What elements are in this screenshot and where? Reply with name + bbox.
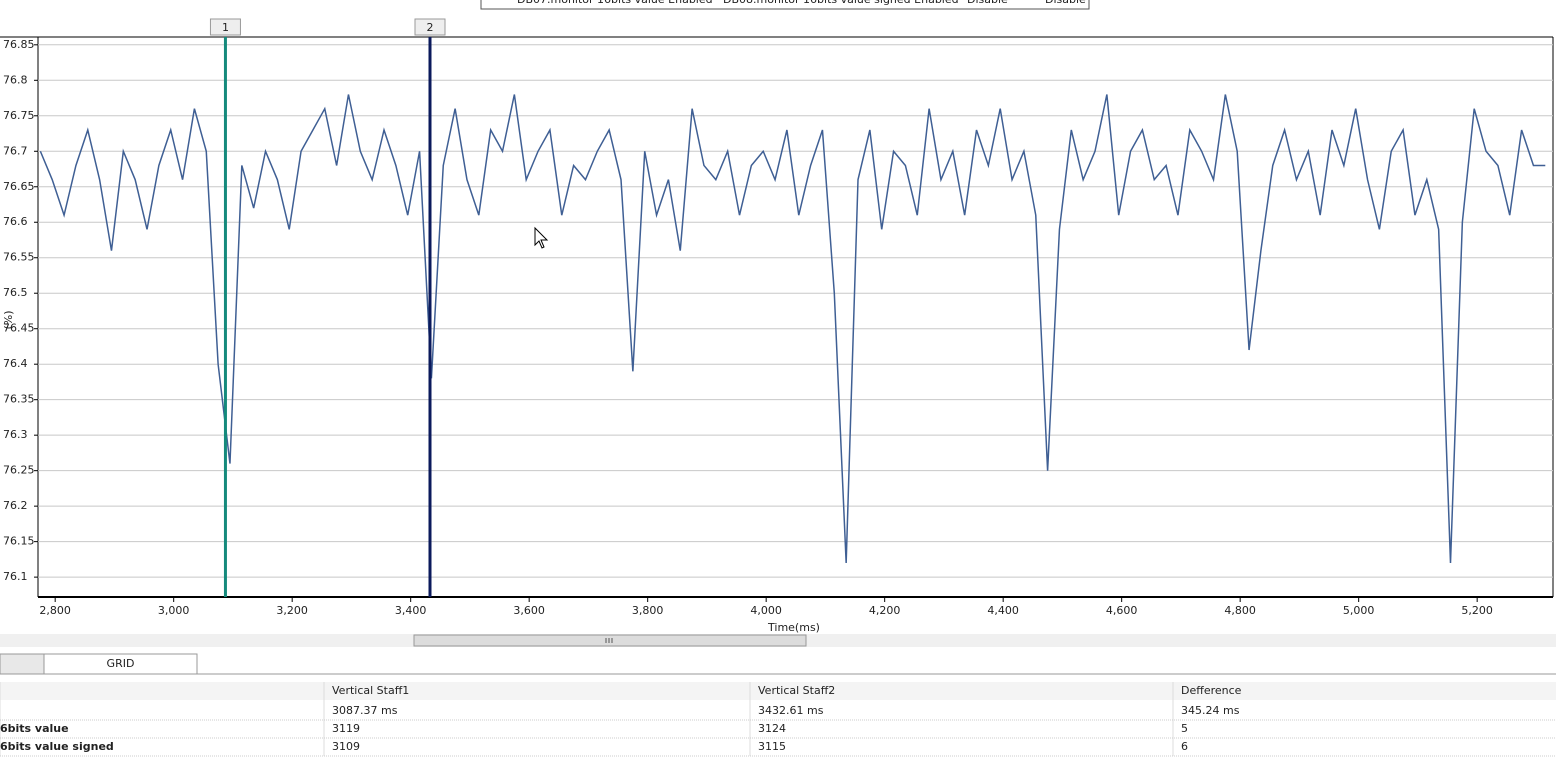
table-cell: 5 — [1181, 722, 1188, 735]
table-cell: 6bits value — [0, 722, 69, 735]
content: DB07.monitor 16bits value Enabled DB08.mo… — [0, 0, 1556, 757]
legend-box — [480, 0, 1090, 10]
y-tick-label: 76.65 — [3, 180, 35, 193]
y-tick-label: 76.3 — [3, 428, 28, 441]
tab-label: GRID — [107, 657, 135, 670]
y-tick-label: 76.5 — [3, 286, 28, 299]
mouse-cursor — [534, 226, 549, 249]
table-cell: 3432.61 ms — [758, 704, 824, 717]
x-axis-label: Time(ms) — [767, 621, 820, 634]
x-tick-label: 5,200 — [1461, 604, 1493, 617]
x-tick-label: 4,200 — [869, 604, 901, 617]
y-tick-label: 76.85 — [3, 38, 35, 51]
y-tick-label: 76.25 — [3, 464, 35, 477]
table-cell: 3119 — [332, 722, 360, 735]
y-tick-label: 76.45 — [3, 322, 35, 335]
table-cell: 6 — [1181, 740, 1188, 753]
x-tick-label: 3,000 — [158, 604, 190, 617]
x-tick-label: 4,000 — [750, 604, 782, 617]
y-tick-label: 76.55 — [3, 251, 35, 264]
y-tick-label: 76.4 — [3, 357, 28, 370]
legend-entry: DB07.monitor 16bits value Enabled — [517, 0, 713, 6]
tab[interactable] — [43, 653, 198, 675]
x-tick-label: 2,800 — [39, 604, 71, 617]
staff-label: 2 — [426, 21, 433, 34]
x-tick-label: 3,200 — [276, 604, 308, 617]
table-cell: 3115 — [758, 740, 786, 753]
table-cell: 6bits value signed — [0, 740, 114, 753]
x-tick-label: 4,600 — [1106, 604, 1138, 617]
scrollbar-thumb[interactable] — [413, 634, 807, 647]
table-cell: 3109 — [332, 740, 360, 753]
table-header-bg — [0, 682, 1556, 700]
x-tick-label: 5,000 — [1343, 604, 1375, 617]
x-tick-label: 3,400 — [395, 604, 427, 617]
y-tick-label: 76.15 — [3, 535, 35, 548]
y-tick-label: 76.1 — [3, 570, 28, 583]
x-tick-label: 4,400 — [987, 604, 1019, 617]
table-cell: 3124 — [758, 722, 786, 735]
staff-handle[interactable] — [414, 18, 446, 36]
table-header: Vertical Staff2 — [758, 684, 835, 697]
y-tick-label: 76.75 — [3, 109, 35, 122]
y-tick-label: 76.8 — [3, 73, 28, 86]
table-cell: 345.24 ms — [1181, 704, 1240, 717]
table-cell: 3087.37 ms — [332, 704, 398, 717]
tab[interactable] — [0, 653, 45, 675]
legend-entry: Disable — [967, 0, 1008, 6]
staff-label: 1 — [222, 21, 229, 34]
table-header: Vertical Staff1 — [332, 684, 409, 697]
y-tick-label: 76.2 — [3, 499, 28, 512]
y-tick-label: 76.35 — [3, 393, 35, 406]
staff-handle[interactable] — [209, 18, 241, 36]
legend-entry: DB08.monitor 16bits value signed Enabled — [723, 0, 959, 6]
table-header: Defference — [1181, 684, 1242, 697]
y-tick-label: 76.7 — [3, 144, 28, 157]
x-tick-label: 4,800 — [1224, 604, 1256, 617]
y-tick-label: 76.6 — [3, 215, 28, 228]
y-axis-label: (%) — [2, 310, 15, 329]
data-line — [39, 94, 1546, 563]
x-tick-label: 3,800 — [632, 604, 664, 617]
legend-entry: Disable — [1045, 0, 1086, 6]
x-tick-label: 3,600 — [513, 604, 545, 617]
